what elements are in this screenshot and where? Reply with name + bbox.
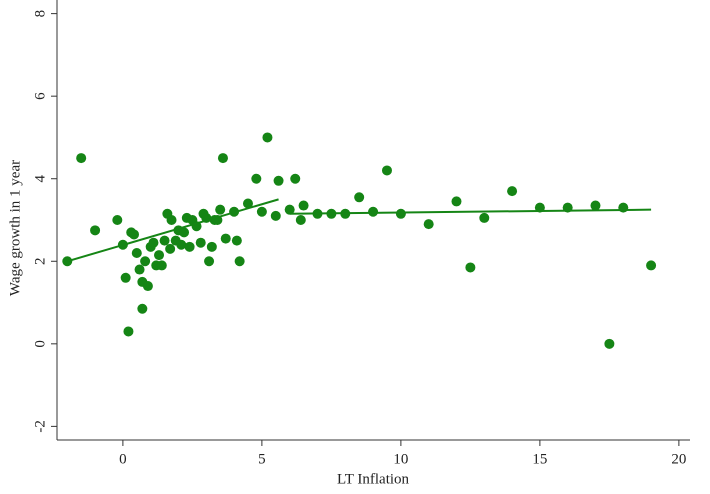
- point: [479, 212, 490, 223]
- y-tick-label: 6: [32, 92, 48, 100]
- point: [251, 173, 262, 184]
- point: [270, 210, 281, 221]
- y-tick-label: -2: [32, 420, 48, 433]
- point: [284, 204, 295, 215]
- point: [395, 208, 406, 219]
- point: [112, 215, 123, 225]
- point: [354, 192, 365, 203]
- point: [423, 219, 434, 230]
- point: [204, 256, 215, 267]
- y-tick-label: 0: [32, 340, 48, 348]
- point: [590, 200, 601, 211]
- x-tick-label: 5: [258, 451, 266, 467]
- point: [206, 241, 217, 252]
- y-tick-label: 2: [32, 258, 48, 266]
- point: [295, 215, 306, 225]
- x-tick-label: 0: [119, 451, 127, 467]
- point: [123, 326, 134, 337]
- point: [231, 235, 242, 246]
- point: [154, 250, 165, 261]
- x-axis-label: LT Inflation: [337, 471, 410, 487]
- x-tick-label: 15: [532, 451, 547, 467]
- point: [368, 206, 379, 217]
- point: [90, 225, 101, 236]
- point: [142, 281, 153, 292]
- point: [604, 338, 615, 349]
- point: [179, 227, 190, 238]
- point: [137, 303, 148, 314]
- y-tick-label: 4: [32, 174, 48, 182]
- x-tick-label: 20: [671, 451, 686, 467]
- point: [120, 272, 131, 283]
- fit-line: [67, 198, 279, 263]
- point: [215, 204, 226, 215]
- point: [129, 229, 140, 240]
- y-tick-label: 8: [32, 10, 48, 18]
- point: [184, 241, 195, 252]
- point: [273, 175, 284, 186]
- point: [290, 173, 301, 184]
- y-axis-label: Wage growth in 1 year: [7, 160, 23, 296]
- point: [148, 237, 159, 248]
- point: [217, 153, 228, 164]
- point: [159, 235, 170, 246]
- point: [166, 215, 177, 225]
- point: [195, 237, 206, 248]
- point: [165, 243, 176, 254]
- point: [262, 132, 273, 143]
- point: [140, 256, 151, 267]
- point: [646, 260, 657, 271]
- point: [220, 233, 231, 244]
- point: [298, 200, 309, 211]
- x-tick-label: 10: [393, 451, 408, 467]
- point: [381, 165, 392, 176]
- point: [234, 256, 245, 267]
- point: [134, 264, 145, 275]
- point: [256, 206, 267, 217]
- point: [242, 198, 253, 209]
- point: [451, 196, 462, 207]
- fit-line: [289, 208, 652, 215]
- point: [131, 248, 142, 259]
- point: [465, 262, 476, 273]
- point: [176, 239, 187, 250]
- point: [618, 202, 629, 213]
- point: [156, 260, 167, 271]
- point: [76, 153, 87, 164]
- point: [507, 186, 518, 197]
